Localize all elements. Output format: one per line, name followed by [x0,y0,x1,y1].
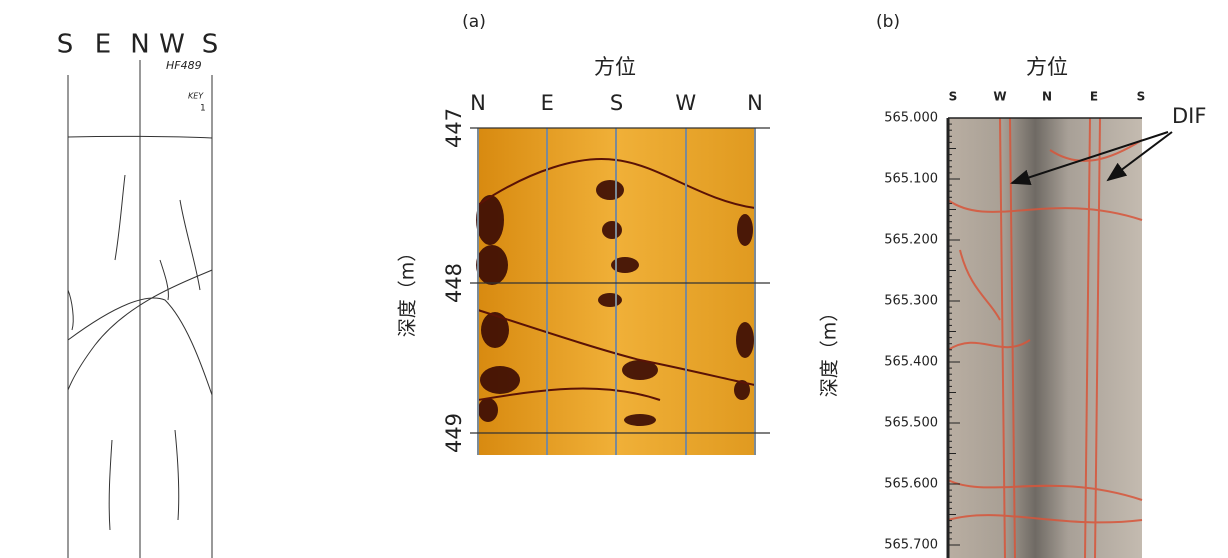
direction-label: E [541,91,554,115]
direction-label: N [1042,90,1052,104]
panel-label: (b) [876,12,900,32]
depth-label: 565.100 [884,172,938,187]
depth-label: 565.700 [884,538,938,553]
direction-label: E [1090,90,1098,104]
azimuth-title: 方位 [594,55,636,79]
depth-label: 565.200 [884,233,938,248]
direction-label: S [202,30,219,60]
borehole-image-a [470,128,770,455]
dif-annotation: DIF [1172,104,1206,128]
key-number: 1 [200,104,206,114]
core-image-b [948,118,1142,558]
direction-label: W [993,90,1006,104]
direction-label: E [95,30,111,60]
direction-label: N [470,91,486,115]
depth-axis-label: 深度（m） [819,303,841,398]
sketch-panel [68,60,212,558]
direction-label: W [159,30,185,60]
depth-axis-label: 深度（m） [397,243,419,338]
panel-label: (a) [462,12,486,32]
direction-label: S [1137,90,1146,104]
direction-label: N [747,91,763,115]
well-label: HF489 [166,59,202,72]
depth-label: 565.000 [884,111,938,126]
depth-label: 565.400 [884,355,938,370]
figure: HF489 KEY 1 [0,0,1228,558]
key-label: KEY [188,92,204,101]
direction-label: S [57,30,74,60]
depth-label: 447 [442,108,466,148]
azimuth-title: 方位 [1026,55,1068,79]
direction-label: N [130,30,149,60]
direction-label: S [949,90,958,104]
depth-label: 449 [442,413,466,453]
depth-label: 565.600 [884,477,938,492]
depth-label: 565.500 [884,416,938,431]
depth-label: 565.300 [884,294,938,309]
depth-label: 448 [442,263,466,303]
direction-label: W [675,91,696,115]
direction-label: S [610,91,623,115]
